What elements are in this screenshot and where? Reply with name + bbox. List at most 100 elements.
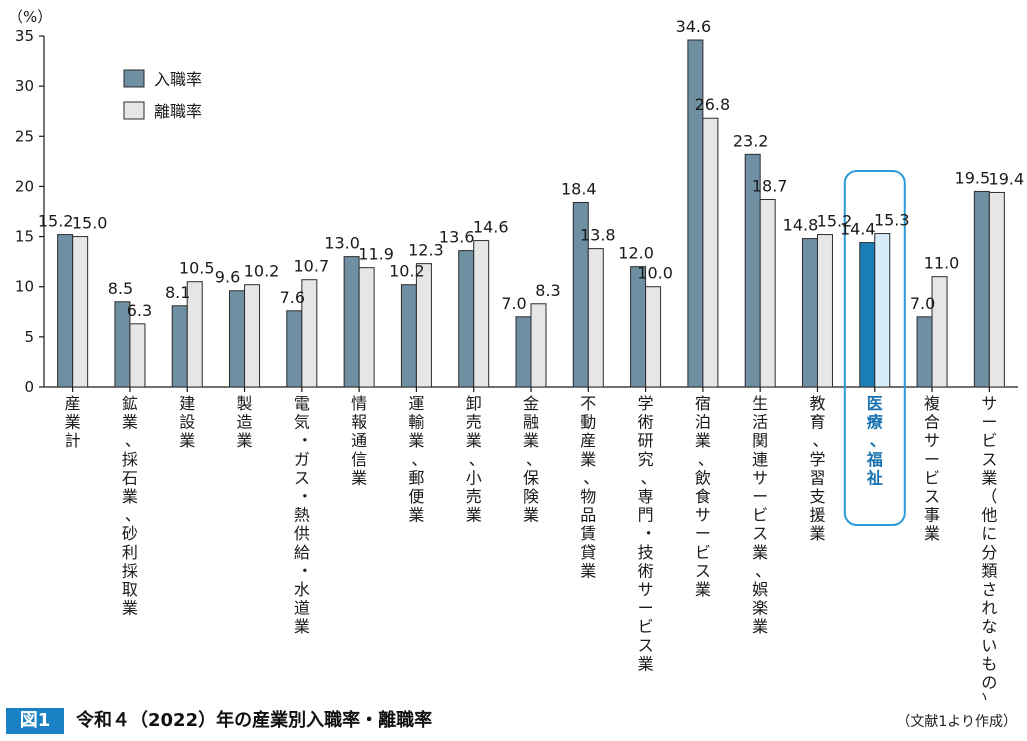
bar-entry-rate — [229, 290, 246, 388]
category-label: 運輸業、郵便業 — [408, 394, 427, 525]
bar-entry-rate — [687, 39, 704, 388]
category-label: 教育、学習支援業 — [809, 394, 828, 543]
y-tick-label: 10 — [15, 278, 34, 296]
data-label-separation-rate: 11.9 — [358, 245, 394, 264]
data-label-separation-rate: 10.0 — [637, 264, 673, 283]
bar-separation-rate — [415, 263, 432, 388]
category-label: 複合サービス事業 — [924, 394, 940, 543]
data-label-entry-rate: 7.0 — [501, 294, 526, 313]
bar-separation-rate — [530, 303, 547, 388]
data-label-entry-rate: 14.8 — [783, 216, 819, 235]
bar-entry-rate — [286, 310, 303, 388]
bar-separation-rate — [816, 234, 833, 388]
highlight-frame — [843, 170, 906, 526]
data-label-separation-rate: 6.3 — [127, 301, 152, 320]
figure-title: 令和４（2022）年の産業別入職率・離職率 — [76, 710, 433, 731]
bar-separation-rate — [645, 286, 662, 388]
bar-separation-rate — [301, 279, 318, 388]
y-tick-label: 30 — [15, 77, 34, 95]
data-label-separation-rate: 11.0 — [924, 254, 960, 273]
legend-swatch — [123, 101, 145, 120]
data-label-entry-rate: 7.0 — [910, 294, 935, 313]
data-label-entry-rate: 13.0 — [324, 234, 360, 253]
bars — [57, 39, 1005, 526]
y-tick-label: 0 — [24, 378, 34, 396]
category-label: 金融業、保険業 — [523, 394, 542, 525]
figure-number-badge: 図1 — [6, 708, 64, 734]
bar-separation-rate — [759, 198, 776, 388]
bar-entry-rate — [400, 284, 417, 388]
y-tick-label: 20 — [15, 177, 34, 195]
bar-separation-rate — [72, 236, 89, 388]
bar-entry-rate — [630, 266, 647, 388]
data-label-entry-rate: 34.6 — [676, 17, 712, 36]
category-label: 医療、福祉 — [866, 394, 886, 487]
data-label-entry-rate: 19.5 — [955, 168, 991, 187]
data-label-entry-rate: 9.6 — [215, 268, 240, 287]
bar-entry-rate — [343, 256, 360, 388]
data-label-separation-rate: 19.4 — [989, 169, 1025, 188]
bar-separation-rate — [244, 284, 261, 388]
category-label: 学術研究、専門・技術サービス業 — [638, 394, 657, 673]
legend-swatch — [123, 69, 145, 88]
y-axis: 0 5 10 15 20 25 30 35 — [15, 27, 1018, 396]
y-tick-label: 15 — [15, 228, 34, 246]
data-label-separation-rate: 18.7 — [752, 176, 788, 195]
data-label-entry-rate: 15.2 — [38, 212, 74, 231]
data-label-separation-rate: 15.2 — [817, 212, 853, 231]
data-label-entry-rate: 8.5 — [108, 279, 133, 298]
bar-entry-rate — [859, 242, 876, 388]
category-label: 宿泊業、飲食サービス業 — [695, 394, 714, 599]
data-label-separation-rate: 14.6 — [473, 218, 509, 237]
figure-source: （文献1より作成） — [896, 714, 1017, 730]
bar-separation-rate — [186, 281, 203, 388]
bar-separation-rate — [702, 117, 719, 388]
data-label-entry-rate: 23.2 — [733, 131, 769, 150]
data-label-separation-rate: 12.3 — [408, 241, 444, 260]
category-label: 情報通信業 — [351, 394, 367, 487]
category-label: 不動産業、物品賃貸業 — [580, 394, 599, 580]
bar-separation-rate — [931, 276, 948, 388]
data-label-separation-rate: 10.2 — [244, 262, 280, 281]
figure-caption: 図1 令和４（2022）年の産業別入職率・離職率 （文献1より作成） — [0, 704, 1027, 738]
data-label-entry-rate: 10.2 — [389, 262, 425, 281]
category-label: 鉱業、採石業、砂利採取業 — [122, 394, 141, 618]
bar-separation-rate — [988, 191, 1005, 388]
y-axis-unit: （%） — [8, 8, 52, 26]
category-label: サービス業（他に分類されないもの） — [981, 394, 997, 700]
legend-label: 離職率 — [154, 102, 202, 121]
bar-entry-rate — [171, 305, 188, 388]
data-label-separation-rate: 8.3 — [535, 281, 560, 300]
data-label-entry-rate: 8.1 — [165, 283, 190, 302]
category-label: 生活関連サービス業、娯楽業 — [752, 394, 771, 636]
bar-separation-rate — [473, 240, 490, 388]
data-label-entry-rate: 7.6 — [280, 288, 305, 307]
data-label-separation-rate: 15.0 — [72, 214, 108, 233]
bar-entry-rate — [57, 234, 74, 388]
legend-label: 入職率 — [154, 70, 202, 89]
category-label: 産業計 — [65, 394, 81, 450]
y-tick-label: 5 — [24, 328, 34, 346]
bar-separation-rate — [358, 267, 375, 388]
bar-entry-rate — [916, 316, 933, 388]
data-label-separation-rate: 26.8 — [695, 95, 731, 114]
data-label-entry-rate: 13.6 — [439, 228, 475, 247]
y-tick-label: 35 — [15, 27, 34, 45]
bar-entry-rate — [515, 316, 532, 388]
data-label-separation-rate: 15.3 — [874, 211, 910, 230]
bar-separation-rate — [874, 233, 891, 388]
bar-separation-rate — [129, 323, 146, 388]
bar-entry-rate — [801, 238, 818, 388]
category-labels: 産業計 鉱業、採石業、砂利採取業 建設業 製造業 電気・ガス・熱供給・水道業 情報通信業 運… — [65, 387, 997, 700]
data-label-entry-rate: 12.0 — [618, 244, 654, 263]
bar-entry-rate — [973, 190, 990, 388]
category-label: 製造業 — [237, 394, 253, 450]
data-label-entry-rate: 18.4 — [561, 179, 597, 198]
data-label-separation-rate: 10.5 — [179, 259, 215, 278]
category-label: 卸売業、小売業 — [466, 394, 485, 525]
data-label-separation-rate: 13.8 — [580, 226, 616, 245]
data-label-entry-rate: 14.4 — [840, 220, 876, 239]
category-label: 電気・ガス・熱供給・水道業 — [294, 394, 313, 636]
